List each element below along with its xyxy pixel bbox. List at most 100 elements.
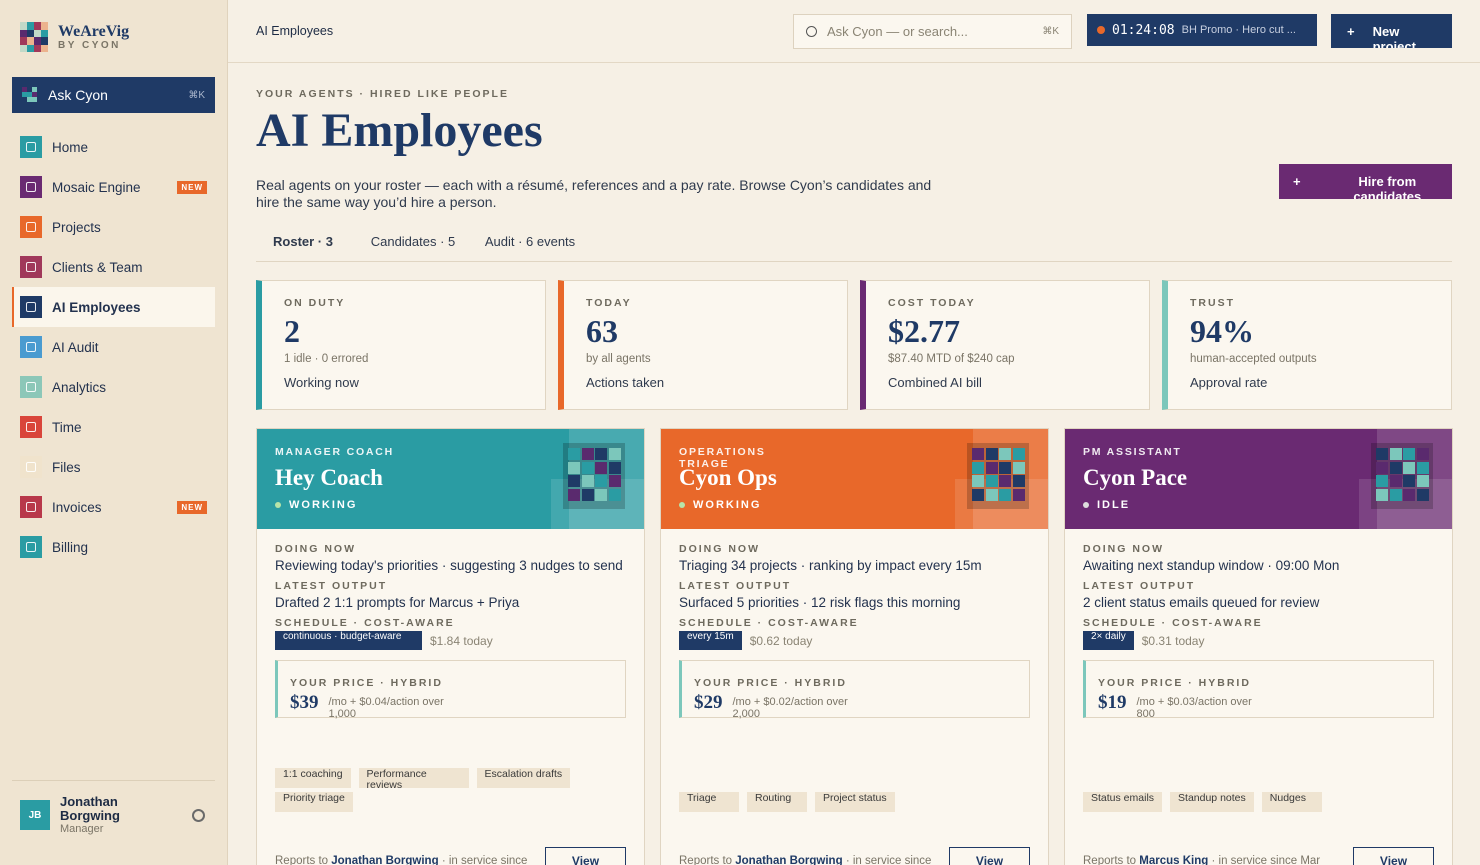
nav-label: Mosaic Engine [52, 179, 141, 195]
since-label: · in service since [1211, 855, 1298, 865]
nav-glyph [26, 462, 36, 472]
price: $39 [290, 692, 319, 713]
tag: Escalation drafts [476, 768, 571, 788]
stat-card: COST TODAY $2.77 $87.40 MTD of $240 cap Com… [860, 280, 1150, 410]
mosaic-tile [1416, 461, 1429, 474]
logo [20, 22, 48, 52]
label: LATEST OUTPUT [1083, 580, 1196, 592]
nav-label: Files [52, 459, 81, 475]
mosaic-tile [1403, 461, 1415, 474]
schedule: continuous · budget-aware $1.84 today [275, 631, 626, 650]
nav-item[interactable]: Time [12, 407, 215, 447]
stat-label: ON DUTY [284, 297, 346, 309]
mosaic-tile [32, 97, 37, 102]
nav-item[interactable]: Home [12, 127, 215, 167]
view-resume[interactable]: View résumé [949, 847, 1030, 865]
mosaic-tile [608, 448, 621, 460]
cost: $1.84 today [430, 633, 493, 648]
stat-label: COST TODAY [888, 297, 976, 309]
tab[interactable]: Audit · 6 events [484, 234, 576, 249]
doing: Reviewing today's priorities · suggestin… [275, 558, 623, 573]
logo-tile [27, 37, 34, 45]
ask-button[interactable]: Ask Cyon ⌘K [12, 77, 215, 113]
mosaic-tile [1416, 475, 1429, 487]
mosaic-tile [999, 475, 1011, 487]
ask-shortcut: ⌘K [188, 89, 205, 101]
stat-label: TRUST [1190, 297, 1235, 309]
nav-item[interactable]: AI Audit [12, 327, 215, 367]
label: DOING NOW [1083, 543, 1164, 555]
mosaic-tile [1389, 488, 1402, 501]
search-shortcut: ⌘K [1042, 26, 1059, 37]
nav-item[interactable]: Projects [12, 207, 215, 247]
status-label: WORKING [289, 499, 358, 511]
new-project[interactable]: + New project [1331, 14, 1452, 48]
card-body: DOING NOW Awaiting next standup window · … [1065, 529, 1452, 865]
search[interactable]: Ask Cyon — or search... ⌘K [793, 14, 1072, 49]
mosaic-frame [967, 443, 1029, 509]
mosaic-tile [595, 475, 607, 487]
sidebar: WeAreVig BY CYON Ask Cyon ⌘K Home Mosaic Engi… [0, 0, 228, 865]
deco [955, 479, 1048, 529]
nav-item[interactable]: Clients & Team [12, 247, 215, 287]
stat-card: ON DUTY 2 1 idle · 0 errored Working now [256, 280, 546, 410]
hire-button[interactable]: + Hire from candidates [1279, 164, 1452, 199]
label: LATEST OUTPUT [679, 580, 792, 592]
logo-tile [34, 44, 41, 52]
label: DOING NOW [275, 543, 356, 555]
mosaic-tile [972, 488, 984, 501]
agent-mosaic [955, 429, 1048, 529]
tab[interactable]: Candidates · 5 [370, 234, 456, 249]
logo-tile [27, 22, 34, 30]
mosaic-tile [32, 87, 37, 92]
nav-icon [20, 376, 42, 398]
nav-badge: NEW [177, 180, 207, 194]
mosaic-tile [972, 448, 984, 460]
settings[interactable] [192, 808, 205, 822]
tab[interactable]: Roster · 3 [273, 234, 333, 249]
schedule: 2× daily $0.31 today [1083, 631, 1434, 650]
nav-item[interactable]: Analytics [12, 367, 215, 407]
nav-glyph [26, 182, 36, 192]
mosaic-tile [999, 461, 1011, 474]
card-header: MANAGER COACH Hey Coach WORKING [257, 429, 644, 529]
agent-card: OPERATIONS TRIAGE Cyon Ops WORKING DOING NO… [660, 428, 1049, 865]
tag: Triage [679, 792, 739, 812]
breadcrumb: AI Employees [256, 24, 334, 38]
nav-glyph [26, 302, 36, 312]
nav-item[interactable]: Invoices NEW [12, 487, 215, 527]
nav-item[interactable]: AI Employees [12, 287, 215, 327]
stats: ON DUTY 2 1 idle · 0 errored Working now TOD… [256, 280, 1452, 410]
card-body: DOING NOW Reviewing today's priorities · … [257, 529, 644, 865]
tag: Performance reviews [358, 768, 469, 788]
mosaic-tile [1389, 461, 1402, 474]
nav-icon [20, 256, 42, 278]
mosaic-tile [972, 475, 984, 487]
tags: Status emails Standup notes Nudges [1083, 792, 1403, 812]
card-body: DOING NOW Triaging 34 projects · ranking … [661, 529, 1048, 865]
nav-item[interactable]: Billing [12, 527, 215, 567]
nav-label: AI Audit [52, 339, 99, 355]
nav-glyph [26, 422, 36, 432]
agent-name: Cyon Pace [1083, 465, 1188, 490]
timer-time: 01:24:08 [1112, 22, 1175, 38]
nav-item[interactable]: Files [12, 447, 215, 487]
view-resume[interactable]: View résumé [545, 847, 626, 865]
label: LATEST OUTPUT [275, 580, 388, 592]
timer-label: BH Promo · Hero cut ... [1181, 24, 1296, 36]
status-dot [679, 502, 685, 508]
mosaic-tile [1389, 475, 1402, 487]
price-box: YOUR PRICE · HYBRID $39/mo + $0.04/action… [275, 660, 626, 720]
view-resume[interactable]: View résumé [1353, 847, 1434, 865]
stat-caption: Approval rate [1190, 375, 1268, 390]
timer[interactable]: 01:24:08 BH Promo · Hero cut ... [1087, 14, 1317, 46]
nav-icon [20, 496, 42, 518]
since-label: · in service since [845, 855, 932, 865]
nav-item[interactable]: Mosaic Engine NEW [12, 167, 215, 207]
agent-name: Cyon Ops [679, 465, 777, 490]
user-role: Manager [60, 823, 104, 835]
brand: WeAreVig BY CYON [20, 22, 129, 52]
logo-tile [20, 22, 27, 30]
schedule-chip: 2× daily [1083, 631, 1134, 650]
